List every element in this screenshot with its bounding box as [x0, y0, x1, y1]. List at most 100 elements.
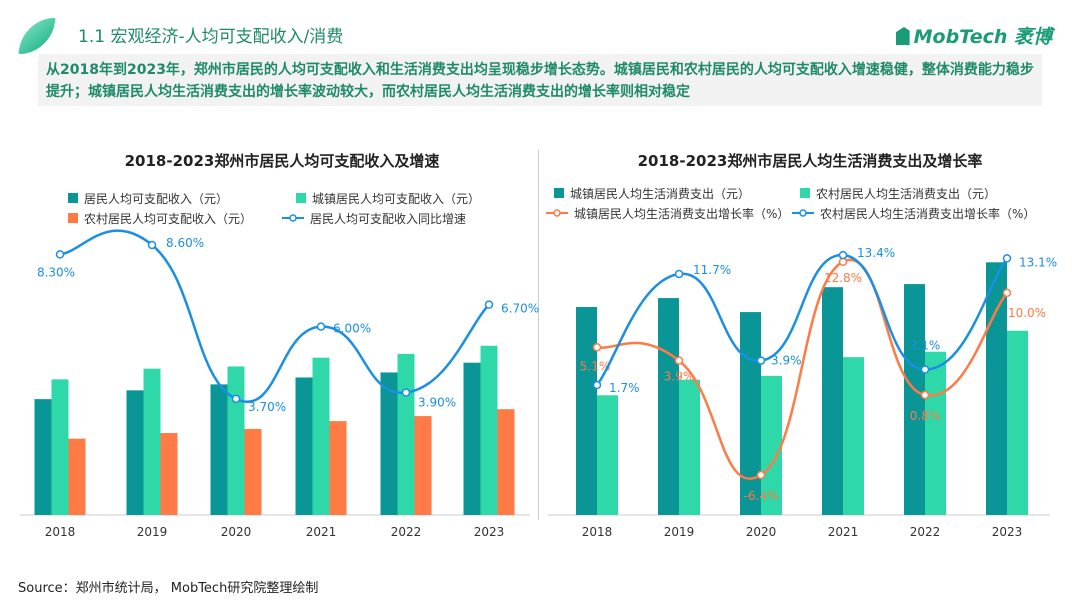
bar [397, 353, 415, 515]
chart-title: 2018-2023郑州市居民人均可支配收入及增速 [125, 152, 440, 170]
x-tick-label: 2019 [664, 525, 695, 539]
bar [679, 379, 700, 515]
bar [843, 357, 864, 515]
x-tick-label: 2021 [306, 525, 337, 539]
summary-text: 从2018年到2023年，郑州市居民的人均可支配收入和生活消费支出均呈现稳步增长… [38, 54, 1042, 106]
x-tick-label: 2022 [391, 525, 422, 539]
data-point [484, 300, 494, 309]
legend-label: 城镇居民人均生活消费支出增长率（%） [574, 206, 789, 221]
x-tick-label: 2018 [45, 525, 76, 539]
x-tick-label: 2020 [746, 525, 777, 539]
x-tick-label: 2020 [221, 525, 252, 539]
data-label: 1.7% [609, 381, 640, 395]
legend-marker [289, 214, 297, 222]
logo-mark-icon [895, 27, 910, 45]
legend-label: 农村居民人均可支配收入（元） [84, 212, 252, 226]
bar [1007, 330, 1028, 515]
data-point [592, 343, 602, 352]
page-title: 1.1 宏观经济-人均可支配收入/消费 [78, 27, 344, 47]
bar [576, 307, 597, 515]
bar [761, 375, 782, 515]
legend-swatch [68, 213, 78, 223]
data-label: 5.1% [580, 359, 611, 373]
data-label: 0.8% [910, 409, 941, 423]
mobtech-logo: MobTech 袤博 [895, 22, 1052, 49]
bar [497, 409, 515, 515]
data-point [1002, 288, 1012, 298]
data-label: 3.1% [910, 338, 941, 352]
bar [295, 377, 313, 515]
x-tick-label: 2023 [474, 525, 505, 539]
data-label: 8.60% [166, 236, 204, 250]
data-point [920, 390, 930, 400]
bar [160, 433, 178, 515]
x-tick-label: 2023 [992, 525, 1023, 539]
legend-label: 城镇居民人均可支配收入（元） [312, 192, 480, 206]
data-point [592, 380, 602, 390]
bar [329, 421, 347, 515]
legend-label: 城镇居民人均生活消费支出（元） [570, 187, 750, 201]
bar [414, 416, 432, 515]
legend-label: 农村居民人均生活消费支出增长率（%） [820, 206, 1035, 221]
bar [597, 395, 618, 515]
series-line [595, 253, 1009, 386]
data-point [756, 356, 766, 365]
data-label: 10.0% [1008, 306, 1046, 320]
data-point [231, 394, 241, 404]
bar [210, 384, 228, 515]
x-tick-label: 2018 [582, 525, 613, 539]
data-label: 6.70% [501, 302, 539, 316]
data-label: -6.4% [744, 489, 779, 503]
data-point [401, 388, 411, 397]
bar [51, 379, 69, 515]
bar [312, 357, 330, 515]
chart-2: 2018-2023郑州市居民人均生活消费支出及增长率城镇居民人均生活消费支出（元… [546, 152, 1057, 539]
bar [34, 399, 52, 515]
logo-text: MobTech 袤博 [913, 26, 1052, 48]
bar [463, 362, 481, 515]
data-point [756, 470, 766, 480]
data-label: 3.9% [664, 370, 695, 384]
data-label: 6.00% [333, 322, 371, 336]
data-label: 13.1% [1019, 255, 1057, 269]
data-point [838, 250, 848, 260]
data-point [55, 250, 65, 259]
bar [925, 351, 946, 515]
bar [740, 312, 761, 515]
bar [986, 262, 1007, 515]
legend-swatch [554, 188, 564, 198]
data-point [920, 365, 930, 374]
bar [380, 372, 398, 515]
bar [822, 287, 843, 515]
data-label: 3.90% [418, 396, 456, 410]
x-tick-label: 2021 [828, 525, 859, 539]
legend-swatch [800, 188, 810, 198]
bar [227, 366, 245, 515]
data-label: 3.9% [771, 354, 802, 368]
legend-label: 农村居民人均生活消费支出（元） [816, 187, 996, 201]
bar [244, 428, 262, 515]
bar [143, 368, 161, 515]
data-point [1002, 254, 1012, 263]
data-label: 13.4% [857, 246, 895, 260]
chart-title: 2018-2023郑州市居民人均生活消费支出及增长率 [638, 152, 983, 170]
data-point [674, 356, 684, 365]
legend-swatch [68, 193, 78, 203]
data-point [674, 269, 684, 279]
source-note: Source：郑州市统计局， MobTech研究院整理绘制 [18, 581, 319, 596]
series-line [59, 229, 490, 403]
bar [658, 298, 679, 515]
legend-swatch [296, 193, 306, 203]
data-label: 3.70% [248, 400, 286, 414]
data-point [147, 240, 157, 250]
chart-divider [538, 150, 539, 520]
bar [480, 345, 498, 515]
bar [126, 390, 144, 515]
data-label: 12.8% [824, 271, 862, 285]
legend-marker [553, 209, 561, 217]
legend-label: 居民人均可支配收入同比增速 [310, 212, 466, 226]
data-point [316, 322, 326, 331]
bar [904, 284, 925, 515]
